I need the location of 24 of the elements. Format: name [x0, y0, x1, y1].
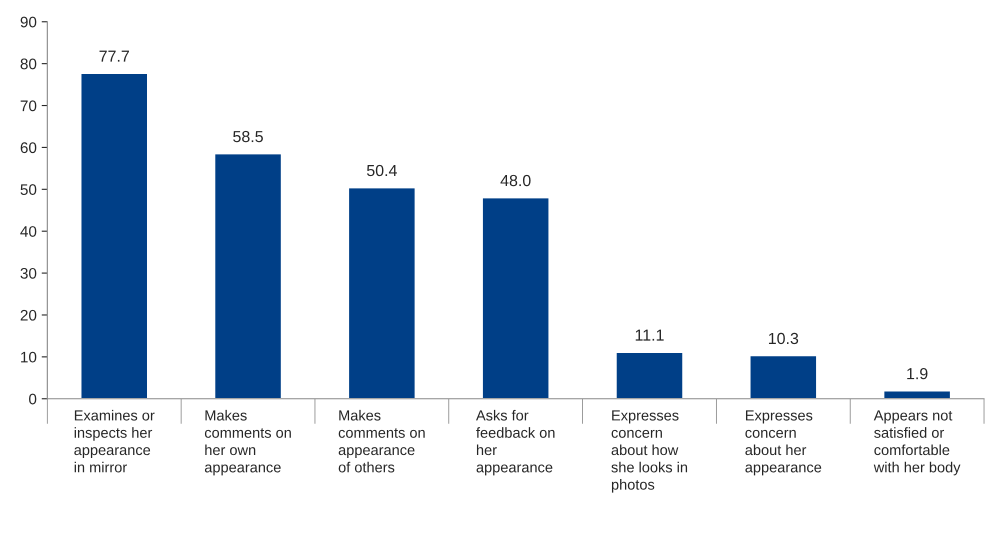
y-tick-label: 50 — [20, 184, 36, 195]
y-tick-label: 60 — [20, 142, 36, 154]
x-tick-label: Expresses concern about how she looks in photos — [611, 410, 688, 493]
data-label: 1.9 — [907, 368, 928, 380]
data-label: 48.0 — [500, 174, 531, 186]
x-tick-label: Appears not satisfied or comfortable with her body — [874, 410, 960, 476]
data-label: 11.1 — [636, 330, 664, 341]
y-tick-label: 70 — [20, 100, 36, 112]
y-tick-label: 20 — [20, 310, 36, 321]
data-label: 10.3 — [768, 332, 798, 344]
x-tick-label: Makes comments on appearance of others — [338, 410, 425, 472]
y-tick-label: 40 — [20, 226, 36, 237]
data-label: 77.7 — [100, 50, 129, 62]
x-tick-label: Makes comments on her own appearance — [204, 410, 291, 476]
x-tick-label: Examines or inspects her appearance in mirror — [74, 410, 155, 472]
y-tick-label: 90 — [20, 16, 36, 28]
x-tick-label: Asks for feedback on her appearance — [476, 410, 554, 476]
y-tick-label: 10 — [21, 352, 36, 363]
data-label: 58.5 — [233, 130, 263, 142]
y-tick-label: 30 — [20, 268, 36, 279]
x-tick-label: Expresses concern about her appearance — [745, 410, 822, 476]
y-tick-label: 80 — [20, 58, 36, 70]
data-label: 50.4 — [366, 164, 397, 176]
y-tick-label: 0 — [29, 394, 36, 404]
